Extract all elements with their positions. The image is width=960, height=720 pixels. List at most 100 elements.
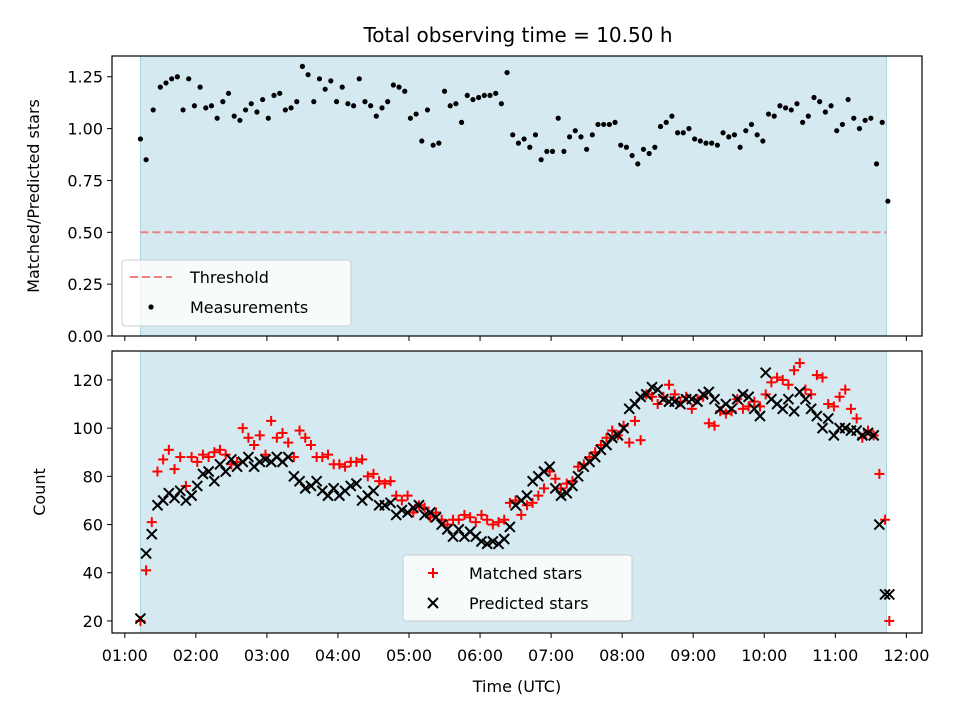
bottom-xtick-label: 06:00 bbox=[457, 646, 503, 665]
predicted-star-point bbox=[572, 470, 584, 483]
cross-b bbox=[345, 480, 357, 492]
matched-star-point bbox=[141, 565, 152, 576]
cross-b bbox=[867, 429, 880, 442]
cross-b bbox=[146, 528, 158, 540]
cross-b bbox=[708, 393, 721, 405]
matched-star-point bbox=[811, 370, 822, 381]
measurement-point bbox=[339, 84, 345, 90]
measurement-point bbox=[788, 107, 794, 113]
matched-star-point bbox=[686, 403, 697, 414]
cross-b bbox=[475, 535, 488, 548]
legend-plus bbox=[428, 568, 438, 578]
matched-star-point bbox=[493, 517, 504, 528]
matched-star-point bbox=[629, 415, 640, 426]
cross-b bbox=[427, 597, 439, 609]
measurement-point bbox=[834, 128, 840, 134]
predicted-star-point bbox=[612, 429, 624, 442]
measurement-point bbox=[544, 148, 550, 155]
measurement-point bbox=[714, 142, 720, 148]
measurement-point bbox=[674, 130, 681, 136]
matched-star-point bbox=[158, 454, 169, 465]
cross-b bbox=[185, 489, 198, 502]
cross-b bbox=[754, 410, 766, 422]
predicted-star-point bbox=[345, 480, 357, 492]
measurement-point bbox=[333, 99, 340, 105]
matched-star-point bbox=[777, 374, 788, 385]
predicted-star-point bbox=[418, 509, 431, 521]
cross-b bbox=[686, 393, 698, 405]
matched-star-point bbox=[880, 514, 891, 525]
matched-star-point bbox=[527, 497, 538, 508]
matched-star-point bbox=[209, 447, 220, 458]
matched-star-point bbox=[823, 399, 834, 410]
predicted-star-point bbox=[669, 395, 681, 408]
predicted-star-point bbox=[822, 412, 834, 425]
measurement-point bbox=[242, 107, 249, 113]
matched-star-point bbox=[396, 495, 407, 506]
matched-star-point bbox=[175, 452, 186, 463]
panel-bottom: 20 40 60 80 100 120 01:00 02:00 03:00 04:00 05:00… bbox=[30, 350, 929, 696]
measurement-point bbox=[430, 142, 436, 148]
matched-star-point bbox=[845, 403, 856, 414]
predicted-star-point bbox=[617, 422, 630, 434]
measurement-point bbox=[839, 121, 846, 128]
predicted-star-point bbox=[134, 612, 147, 625]
matched-star-point bbox=[243, 432, 254, 443]
measurement-point bbox=[737, 144, 743, 150]
legend-predicted-label: Predicted stars bbox=[469, 594, 589, 613]
measurement-point bbox=[765, 111, 772, 117]
cross-b bbox=[765, 393, 778, 405]
cross-b bbox=[197, 468, 209, 480]
matched-star-point bbox=[362, 471, 373, 482]
cross-b bbox=[862, 427, 874, 439]
legend-measurements-label: Measurements bbox=[190, 298, 308, 317]
cross-b bbox=[282, 451, 294, 463]
cross-b bbox=[657, 393, 670, 405]
predicted-star-point bbox=[379, 499, 391, 511]
cross-b bbox=[288, 470, 300, 483]
measurement-point bbox=[265, 115, 271, 121]
predicted-star-point bbox=[214, 458, 226, 470]
matched-star-point bbox=[334, 459, 345, 470]
predicted-star-point bbox=[686, 393, 698, 405]
measurement-point bbox=[328, 78, 334, 84]
matched-star-point bbox=[305, 440, 316, 450]
predicted-star-point bbox=[475, 535, 488, 548]
predicted-star-point bbox=[259, 453, 272, 466]
predicted-star-point bbox=[168, 492, 181, 504]
cross-b bbox=[822, 412, 834, 425]
measurement-point bbox=[731, 132, 738, 138]
predicted-star-point bbox=[748, 403, 761, 415]
cross-b bbox=[464, 526, 476, 538]
predicted-star-point bbox=[879, 588, 891, 601]
predicted-star-point bbox=[759, 366, 772, 379]
measurement-point bbox=[623, 144, 630, 150]
predicted-star-point bbox=[191, 480, 203, 492]
cross-b bbox=[549, 482, 562, 495]
bottom-xtick-label: 02:00 bbox=[173, 646, 219, 665]
cross-b bbox=[600, 439, 613, 451]
cross-b bbox=[396, 504, 408, 516]
measurement-point bbox=[498, 101, 504, 107]
measurement-point bbox=[692, 136, 698, 142]
legend-threshold-label: Threshold bbox=[189, 268, 269, 287]
predicted-star-point bbox=[629, 398, 641, 410]
measurement-point bbox=[720, 130, 726, 136]
cross-b bbox=[561, 487, 573, 499]
predicted-star-point bbox=[555, 489, 567, 502]
matched-star-point bbox=[607, 425, 618, 436]
measurement-point bbox=[305, 72, 311, 78]
measurement-point bbox=[260, 96, 266, 103]
measurement-point bbox=[150, 107, 156, 113]
cross-b bbox=[788, 405, 800, 417]
measurement-point bbox=[612, 119, 618, 125]
measurement-point bbox=[225, 90, 232, 96]
measurement-point bbox=[800, 119, 806, 125]
measurement-point bbox=[203, 105, 209, 111]
bottom-xlabel: Time (UTC) bbox=[472, 677, 561, 696]
measurement-point bbox=[311, 99, 317, 105]
predicted-star-point bbox=[504, 521, 516, 533]
cross-b bbox=[424, 506, 437, 519]
cross-b bbox=[219, 465, 232, 478]
measurement-point bbox=[652, 144, 658, 150]
